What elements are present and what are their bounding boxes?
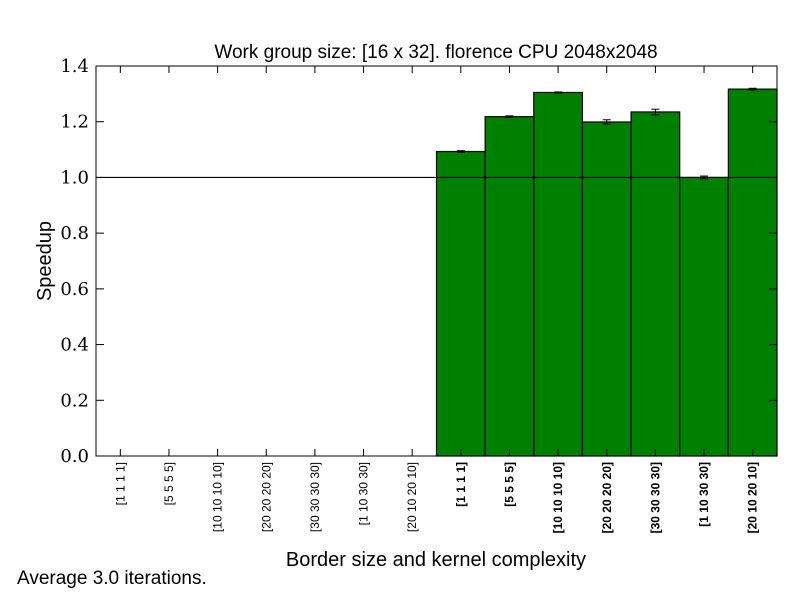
x-tick-label: [1 1 1 1] xyxy=(113,462,127,505)
x-tick-label: [5 5 5 5] xyxy=(502,462,516,507)
x-axis-label: Border size and kernel complexity xyxy=(286,549,586,571)
error-bar xyxy=(505,115,514,119)
y-tick-label: 0.0 xyxy=(60,446,89,467)
y-tick-label: 0.8 xyxy=(60,223,89,244)
y-tick-label: 1.0 xyxy=(60,167,89,188)
bar xyxy=(581,121,632,457)
x-tick-label: [30 30 30 30] xyxy=(308,462,322,532)
error-bars-layer xyxy=(456,87,757,180)
bar xyxy=(484,116,535,457)
bar xyxy=(435,150,486,457)
y-tick-label: 1.4 xyxy=(60,56,89,77)
x-tick-label: [30 30 30 30] xyxy=(648,462,662,533)
bar xyxy=(630,111,681,457)
y-tick-label: 1.2 xyxy=(60,112,89,133)
error-bar xyxy=(554,91,563,94)
x-axis: [1 1 1 1] [5 5 5 5] [10 10 10 10] [20 20 20… xyxy=(113,66,760,533)
bar xyxy=(533,91,584,457)
footnote: Average 3.0 iterations. xyxy=(17,568,207,589)
bar xyxy=(679,176,729,457)
error-bar xyxy=(456,150,465,153)
x-tick-label: [20 10 20 10] xyxy=(405,462,419,532)
x-tick-label: [5 5 5 5] xyxy=(162,462,176,505)
y-tick-label: 0.2 xyxy=(60,390,89,411)
error-bar xyxy=(602,119,611,125)
x-tick-label: [10 10 10 10] xyxy=(551,462,565,533)
error-bar xyxy=(651,108,660,116)
x-tick-label: [10 10 10 10] xyxy=(211,462,225,532)
y-tick-label: 0.6 xyxy=(60,279,89,300)
y-axis-label: Speedup xyxy=(34,221,56,301)
error-bar xyxy=(748,87,757,91)
y-tick-label: 0.4 xyxy=(60,335,89,356)
x-tick-label: [1 10 30 30] xyxy=(357,462,371,525)
x-tick-label: [20 20 20 20] xyxy=(259,462,273,532)
y-axis: 0.0 0.2 0.4 0.6 0.8 1.0 1.2 1.4 xyxy=(60,56,777,467)
x-tick-label: [20 20 20 20] xyxy=(600,462,614,533)
plot-area xyxy=(95,65,778,457)
bar xyxy=(727,88,778,457)
x-tick-label: [1 10 30 30] xyxy=(697,462,711,527)
chart-title: Work group size: [16 x 32]. florence CPU… xyxy=(214,42,657,63)
x-tick-label: [1 1 1 1] xyxy=(454,462,468,507)
bars-layer xyxy=(435,88,778,457)
x-tick-label: [20 10 20 10] xyxy=(746,462,760,533)
